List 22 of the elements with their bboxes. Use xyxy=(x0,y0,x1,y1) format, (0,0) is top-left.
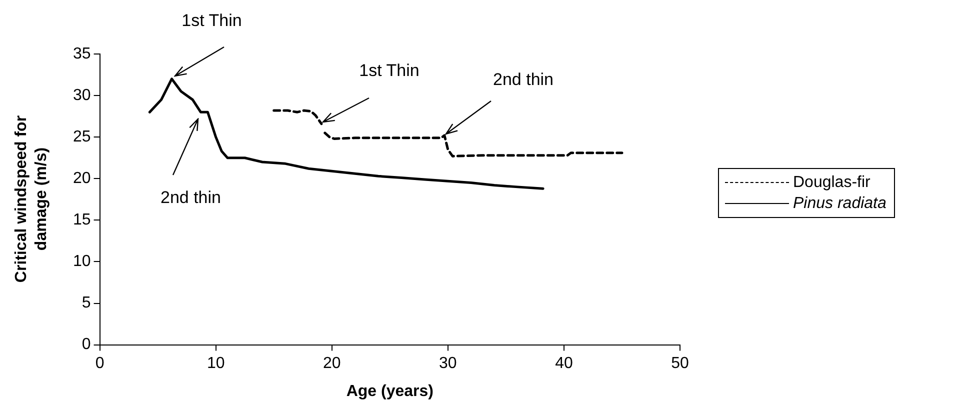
y-axis-title: Critical windspeed for damage (m/s) xyxy=(12,114,51,285)
x-tick-label: 20 xyxy=(322,354,341,372)
y-tick-label: 0 xyxy=(82,336,91,354)
y-tick-label: 20 xyxy=(73,170,91,188)
x-tick-label: 10 xyxy=(206,354,225,372)
y-tick-label: 15 xyxy=(73,212,91,229)
annotation: 2nd thin xyxy=(493,70,554,90)
y-tick-label: 10 xyxy=(73,253,91,270)
y-tick-label: 35 xyxy=(73,45,91,62)
legend-label: Pinus radiata xyxy=(793,194,886,212)
x-tick-label: 30 xyxy=(439,354,457,372)
y-tick-label: 5 xyxy=(82,294,91,312)
y-tick-label: 30 xyxy=(73,86,91,104)
x-tick-label: 0 xyxy=(95,354,104,372)
x-tick-label: 40 xyxy=(555,354,573,372)
annotation: 1st Thin xyxy=(359,60,420,81)
annotation: 1st Thin xyxy=(182,10,242,31)
y-tick-label: 25 xyxy=(73,128,91,146)
x-tick-label: 50 xyxy=(671,354,689,372)
x-axis-title: Age (years) xyxy=(345,382,434,401)
annotation: 2nd thin xyxy=(160,188,221,208)
legend-label: Douglas-fir xyxy=(793,174,870,192)
